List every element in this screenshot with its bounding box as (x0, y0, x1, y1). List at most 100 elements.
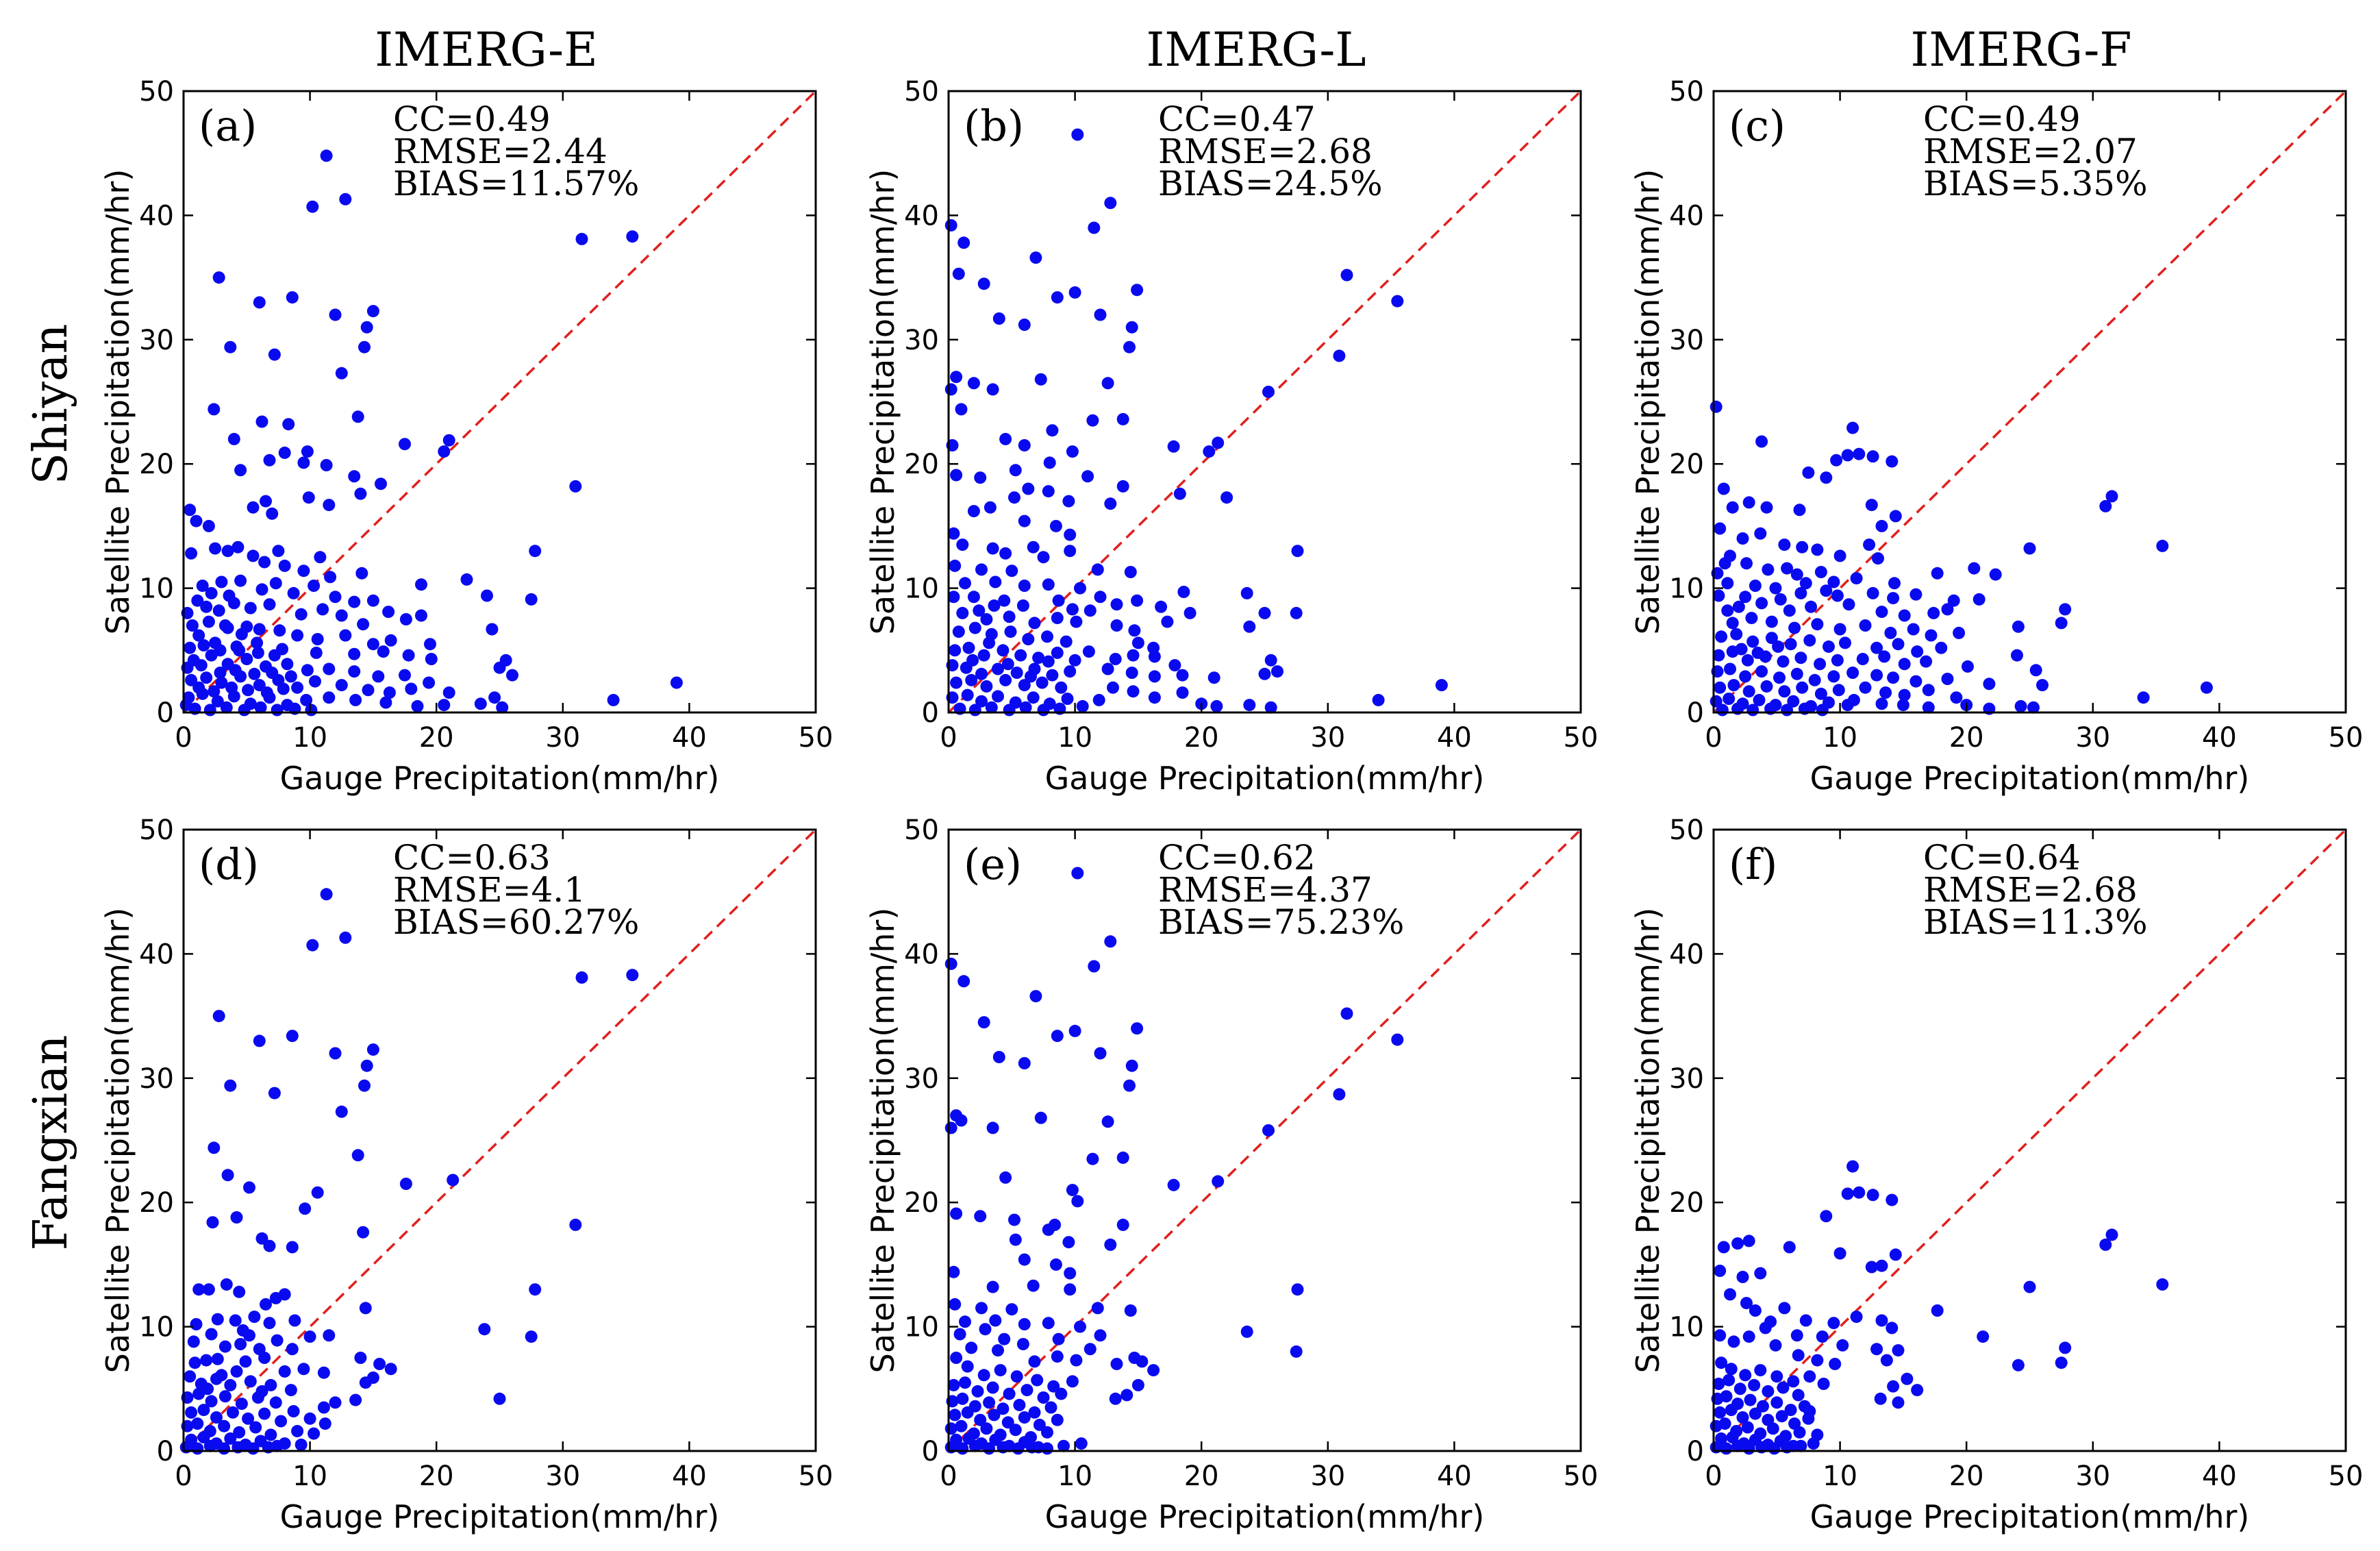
data-point (354, 1352, 367, 1364)
data-point (2059, 603, 2072, 616)
data-point (997, 644, 1010, 657)
data-point (272, 545, 285, 558)
data-point (1829, 1358, 1842, 1370)
data-point (1739, 670, 1752, 683)
data-point (320, 459, 333, 471)
data-point (486, 623, 499, 636)
data-point (268, 1087, 281, 1100)
data-point (2156, 539, 2169, 552)
data-point (1094, 308, 1107, 321)
data-point (1941, 603, 1954, 616)
data-point (1435, 679, 1448, 692)
data-point (1037, 1391, 1050, 1404)
data-point (961, 688, 974, 702)
data-point (303, 1330, 316, 1343)
data-point (1817, 1378, 1830, 1390)
data-point (1841, 1187, 1854, 1200)
data-point (1820, 584, 1833, 597)
data-point (985, 701, 998, 714)
panel-label: (d) (199, 839, 259, 889)
x-tick-label: 40 (1437, 1461, 1472, 1492)
data-point (1793, 504, 1806, 517)
data-point (1788, 621, 1801, 634)
panel-label: (e) (964, 839, 1022, 889)
data-point (275, 1415, 288, 1428)
data-point (1018, 679, 1031, 692)
plot-frame (1712, 90, 2347, 714)
data-point (1746, 635, 1759, 648)
data-point (366, 305, 379, 318)
data-point (297, 456, 310, 469)
data-point (1051, 612, 1064, 625)
data-point (1262, 1124, 1275, 1137)
y-tick-label: 10 (1669, 573, 1704, 605)
data-point (303, 1412, 316, 1425)
data-point (248, 667, 261, 680)
x-tick-label: 40 (2202, 1461, 2237, 1492)
data-point (525, 1330, 538, 1343)
data-point (1874, 1392, 1887, 1405)
data-point (323, 1329, 336, 1342)
data-point (287, 586, 300, 599)
data-point (2036, 679, 2049, 692)
data-point (1762, 563, 1775, 576)
data-point (269, 1396, 282, 1409)
data-point (959, 577, 971, 590)
data-point (1866, 586, 1879, 599)
data-point (310, 646, 323, 659)
y-tick-label: 10 (1669, 1312, 1704, 1343)
data-point (297, 1363, 310, 1376)
data-point (1901, 1372, 1914, 1385)
data-point (215, 575, 228, 588)
data-point (286, 1030, 299, 1043)
data-point (335, 1105, 348, 1118)
data-point (425, 653, 438, 665)
data-point (1842, 598, 1855, 611)
data-point (355, 567, 368, 580)
y-tick-label: 20 (1669, 1187, 1704, 1219)
data-point (1796, 541, 1809, 554)
x-tick-label: 30 (2075, 1461, 2110, 1492)
data-point (1718, 1417, 1731, 1430)
data-point (966, 654, 979, 667)
stat-text: RMSE=2.07 (1923, 132, 2138, 171)
data-point (956, 538, 969, 551)
data-point (1220, 491, 1233, 504)
data-point (317, 1401, 330, 1414)
data-point (206, 1216, 219, 1229)
data-point (974, 1413, 987, 1426)
data-point (1016, 599, 1029, 612)
data-point (975, 563, 988, 576)
data-point (235, 1398, 248, 1411)
data-point (227, 1406, 239, 1419)
data-point (947, 1378, 960, 1391)
data-point (1783, 604, 1796, 617)
data-point (314, 551, 327, 564)
data-point (1104, 935, 1117, 948)
data-point (575, 232, 588, 245)
data-point (980, 613, 993, 625)
data-point (1340, 269, 1353, 282)
data-point (243, 1329, 255, 1342)
reference-line-1to1 (182, 90, 817, 714)
data-point (955, 403, 968, 416)
data-point (984, 501, 997, 514)
data-point (983, 1396, 996, 1409)
data-point (233, 1285, 246, 1298)
data-point (1792, 1389, 1805, 1402)
data-point (2029, 664, 2042, 677)
data-point (1781, 562, 1794, 575)
scatter-panel-e: 0 10 20 30 40 50 0 10 20 30 40 50 Gauge Precipitatio… (864, 815, 1598, 1535)
data-point (1127, 649, 1140, 662)
data-point (1736, 532, 1749, 545)
data-point (1742, 496, 1755, 509)
data-point (218, 619, 231, 632)
data-point (626, 969, 639, 982)
stat-text: RMSE=4.37 (1158, 870, 1373, 910)
data-point (1018, 580, 1031, 592)
data-point (1041, 1442, 1053, 1455)
data-point (1264, 654, 1277, 667)
data-point (1863, 538, 1876, 551)
data-point (360, 321, 373, 334)
data-point (992, 1051, 1005, 1063)
